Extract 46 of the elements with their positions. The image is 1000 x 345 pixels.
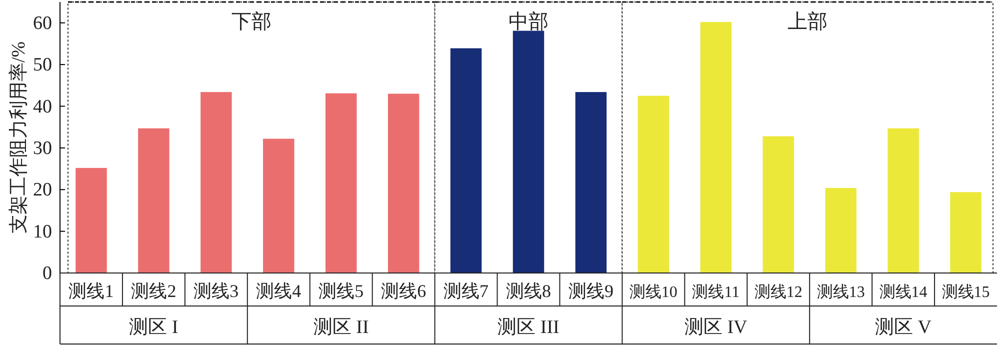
band-label: 中部 [508,11,548,33]
bar [325,93,357,273]
y-axis-title: 支架工作阻力利用率/% [7,41,30,234]
bar [950,192,982,273]
x-tick-label: 测线10 [629,283,678,301]
bar [512,30,544,273]
bar [388,94,420,273]
x-tick-label: 测线12 [754,283,802,301]
y-tick-label: 40 [33,96,52,118]
x-tick-label: 测线8 [506,281,551,301]
text: 测区 III [498,317,560,338]
bar [450,48,482,273]
x-tick-label: 测线4 [256,281,302,301]
y-tick-label: 20 [33,180,52,201]
bar [76,168,107,273]
x-tick-label: 测线15 [942,283,990,301]
x-tick-label: 测线9 [568,281,614,301]
x-tick-label: 测线3 [194,281,239,301]
bar [825,188,856,273]
y-tick-label: 30 [33,138,52,160]
bar [888,128,919,273]
x-tick-label: 测线11 [692,283,740,301]
bar [575,92,607,273]
text: 测区 I [129,317,178,338]
bar [762,136,794,273]
x-tick-label: 测线2 [131,281,176,301]
band-label: 下部 [231,11,272,33]
x-tick-label: 测线5 [318,281,364,301]
bar [138,128,170,273]
text: 测区 IV [684,317,748,338]
x-tick-label: 测线6 [381,281,426,301]
bar [638,96,670,273]
x-tick-label: 测线14 [879,283,928,301]
x-tick-label: 测线7 [444,281,489,301]
y-tick-label: 0 [42,263,52,284]
bar [200,92,232,273]
x-tick-label: 测线1 [68,281,114,301]
y-tick-label: 60 [33,12,52,34]
text: 测区 V [875,317,932,338]
bar [700,22,732,273]
y-tick-label: 10 [33,221,52,242]
y-tick-label: 50 [33,54,52,76]
band-label: 上部 [788,11,828,33]
x-tick-label: 测线13 [816,283,865,301]
bar [263,138,294,273]
text: 测区 II [313,317,369,338]
